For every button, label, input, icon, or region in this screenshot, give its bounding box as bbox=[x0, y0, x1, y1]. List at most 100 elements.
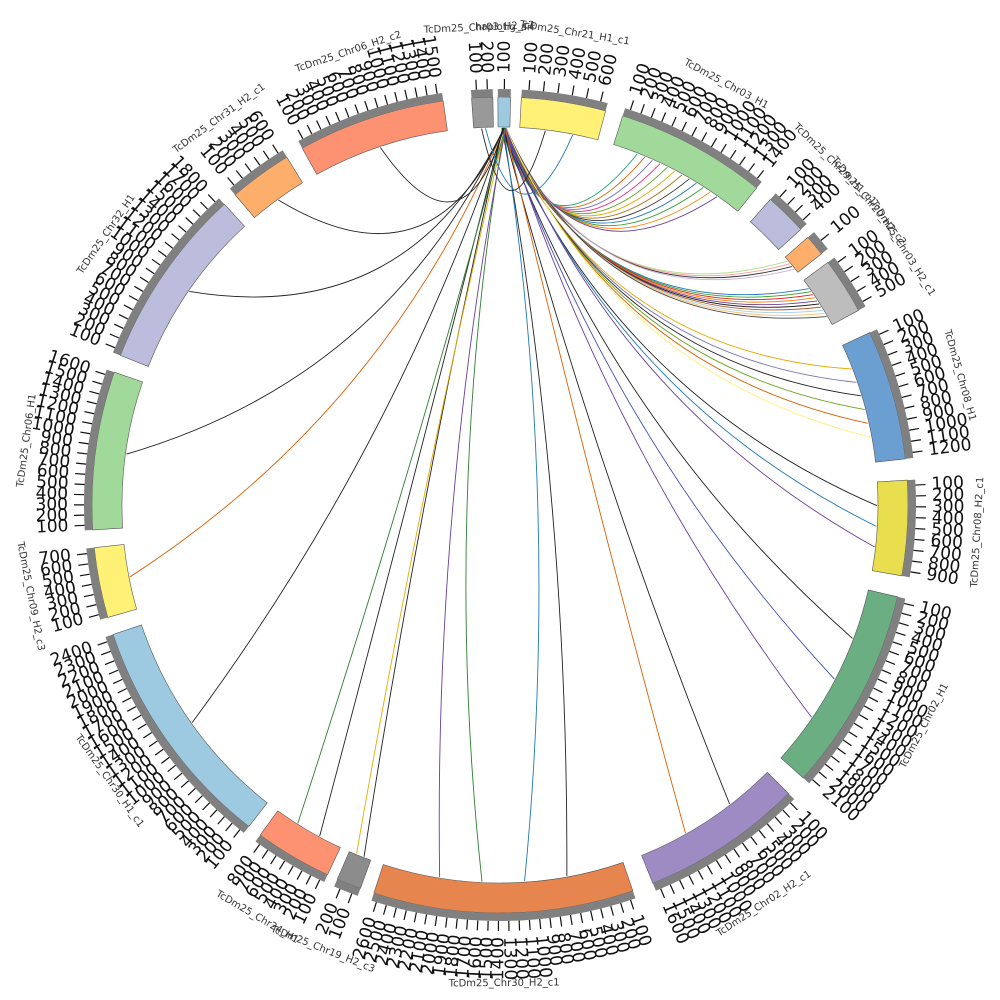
tick-mark bbox=[831, 755, 840, 763]
tick-mark bbox=[180, 780, 189, 788]
tick-mark bbox=[372, 902, 377, 912]
tick-label: 600 bbox=[36, 461, 70, 483]
tick-mark bbox=[528, 919, 531, 930]
tick-mark bbox=[733, 848, 741, 858]
tick-mark bbox=[413, 912, 417, 923]
tick-mark bbox=[620, 902, 625, 913]
tick-mark bbox=[287, 865, 294, 875]
tick-mark bbox=[895, 631, 906, 637]
tick-label: 100 bbox=[520, 41, 542, 75]
tick-mark bbox=[117, 687, 127, 694]
tick-label: 1300 bbox=[499, 937, 520, 981]
link-bundle-chr08_h1 bbox=[501, 127, 871, 438]
tick-mark bbox=[297, 129, 304, 140]
tick-mark bbox=[424, 914, 428, 925]
tick-mark bbox=[75, 472, 86, 475]
link-ribbon bbox=[380, 127, 505, 203]
links-layer bbox=[126, 127, 878, 882]
tick-mark bbox=[590, 910, 594, 921]
tick-label: 200 bbox=[535, 42, 558, 76]
link-ribbon bbox=[438, 127, 507, 878]
tick-label: 600 bbox=[930, 531, 964, 554]
link-ribbon bbox=[485, 128, 573, 195]
tick-mark bbox=[148, 740, 158, 748]
tick-mark bbox=[122, 697, 132, 703]
tick-mark bbox=[194, 795, 203, 804]
tick-band bbox=[803, 596, 906, 784]
segment-band bbox=[871, 479, 909, 577]
tick-band bbox=[105, 634, 249, 833]
tick-mark bbox=[137, 723, 147, 730]
tick-mark bbox=[898, 383, 909, 388]
tick-mark bbox=[881, 669, 892, 675]
tick-mark bbox=[217, 816, 225, 825]
segment-chr02_h2_c1: 1002003004005006007008009001000110012001… bbox=[641, 771, 831, 947]
tick-mark bbox=[914, 538, 925, 541]
tick-mark bbox=[374, 97, 379, 108]
link-bundle-chr30_h1_c1 bbox=[191, 127, 505, 723]
tick-mark bbox=[227, 177, 235, 186]
tick-mark bbox=[585, 88, 590, 99]
segment-band bbox=[373, 862, 634, 914]
link-ribbon bbox=[502, 127, 540, 882]
tick-mark bbox=[143, 732, 153, 739]
tick-label: 400 bbox=[931, 508, 964, 529]
segments-layer: 100200TcDm25_Chr03_H2_c2100haplotig_arr1… bbox=[14, 19, 986, 989]
link-ribbon bbox=[129, 127, 505, 578]
tick-label: 1200 bbox=[510, 936, 532, 980]
link-bundle-chr08_h2_c1 bbox=[501, 127, 878, 548]
tick-label: 100 bbox=[495, 40, 515, 73]
tick-mark bbox=[364, 100, 369, 111]
tick-mark bbox=[892, 641, 903, 646]
tick-mark bbox=[200, 201, 208, 210]
tick-mark bbox=[414, 87, 418, 98]
tick-mark bbox=[225, 822, 233, 832]
tick-mark bbox=[171, 233, 180, 241]
tick-mark bbox=[559, 916, 563, 927]
tick-mark bbox=[742, 842, 749, 852]
tick-mark bbox=[671, 116, 677, 127]
segment-chr08_h1: 100200300400500600700800900100011001200T… bbox=[842, 305, 978, 463]
tick-mark bbox=[114, 323, 124, 330]
tick-mark bbox=[296, 870, 303, 880]
tick-mark bbox=[640, 103, 645, 114]
link-bundle-chr24_h1 bbox=[297, 127, 506, 837]
tick-mark bbox=[89, 390, 100, 395]
tick-mark bbox=[906, 416, 917, 420]
segment-band bbox=[613, 115, 758, 212]
link-ribbon bbox=[191, 127, 505, 723]
link-ribbon bbox=[189, 127, 505, 298]
tick-mark bbox=[774, 816, 783, 825]
tick-mark bbox=[78, 441, 89, 445]
tick-mark bbox=[105, 343, 116, 349]
tick-mark bbox=[862, 295, 872, 302]
tick-band bbox=[83, 369, 115, 531]
tick-mark bbox=[883, 340, 894, 346]
tick-mark bbox=[384, 94, 389, 105]
segment-chr32_h1: 1002003004005006007008009001000110012001… bbox=[66, 152, 246, 367]
tick-band bbox=[497, 88, 511, 98]
tick-mark bbox=[167, 764, 176, 773]
tick-mark bbox=[910, 439, 922, 442]
tick-mark bbox=[209, 809, 218, 818]
tick-label: 900 bbox=[39, 427, 74, 452]
tick-mark bbox=[335, 888, 341, 899]
link-bundle-chr02_h1 bbox=[501, 127, 853, 718]
tick-mark bbox=[347, 893, 353, 904]
tick-mark bbox=[856, 285, 866, 292]
tick-mark bbox=[382, 904, 387, 915]
tick-band bbox=[807, 232, 828, 254]
tick-mark bbox=[455, 918, 458, 929]
tick-mark bbox=[850, 275, 860, 282]
tick-label: 200 bbox=[35, 505, 68, 526]
link-bundle-chr32_h1 bbox=[189, 127, 505, 298]
tick-mark bbox=[118, 314, 129, 320]
tick-mark bbox=[724, 854, 732, 864]
segment-label: TcDm25_Chr03_H2_c2 bbox=[422, 20, 534, 36]
tick-mark bbox=[187, 787, 196, 796]
tick-mark bbox=[898, 622, 909, 627]
tick-mark bbox=[76, 462, 87, 465]
tick-mark bbox=[424, 85, 428, 96]
tick-label: 900 bbox=[925, 565, 960, 590]
tick-label: 800 bbox=[553, 931, 577, 966]
